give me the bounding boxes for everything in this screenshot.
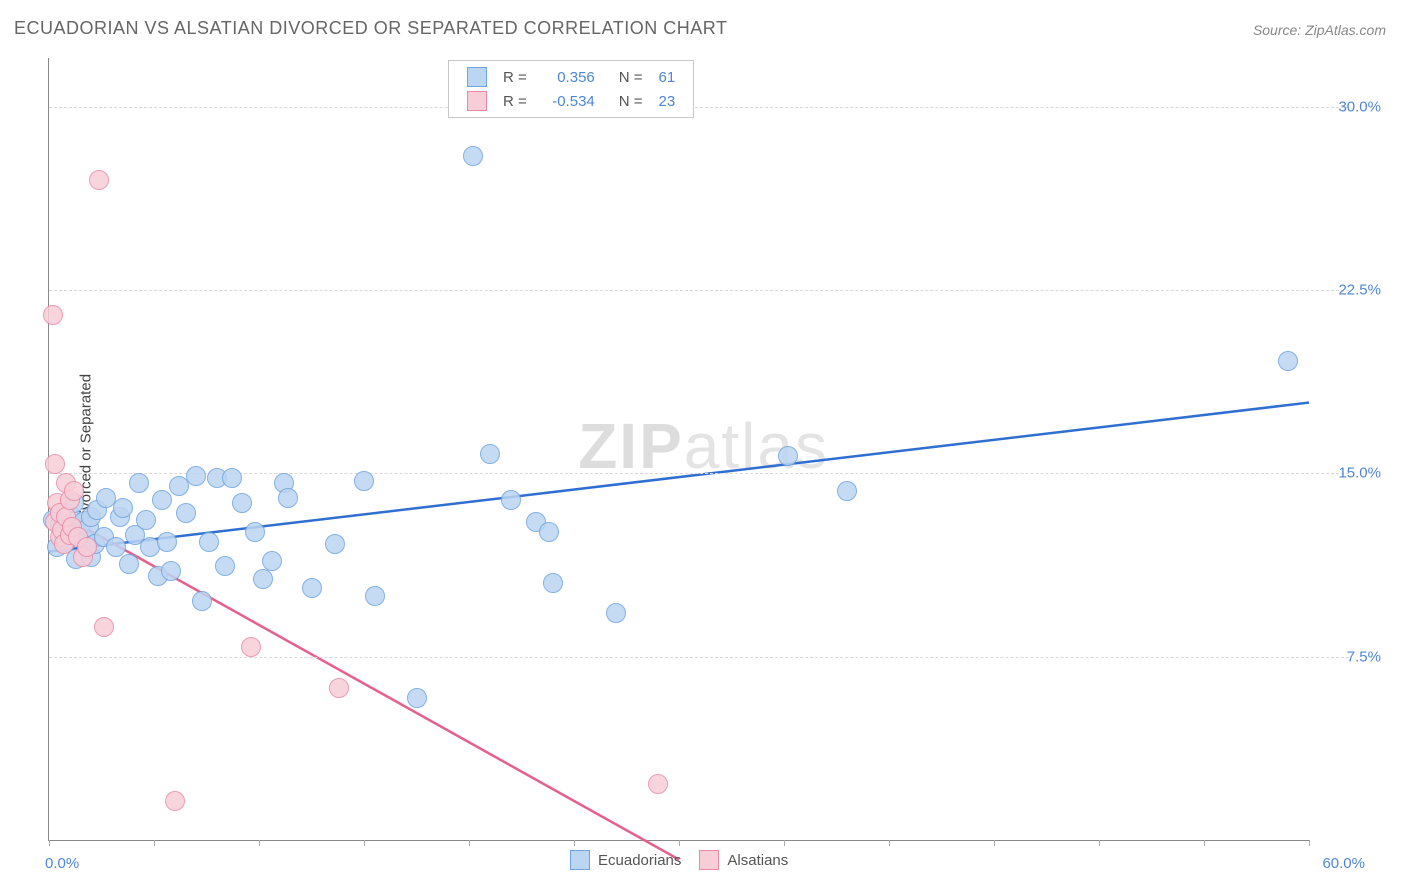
y-tick-label: 22.5%: [1321, 282, 1381, 299]
chart-container: { "title": "ECUADORIAN VS ALSATIAN DIVOR…: [0, 0, 1406, 892]
trend-lines: [49, 58, 1309, 840]
y-tick-label: 15.0%: [1321, 465, 1381, 482]
data-point: [165, 791, 185, 811]
data-point: [199, 532, 219, 552]
x-tick: [469, 840, 470, 846]
data-point: [463, 146, 483, 166]
data-point: [480, 444, 500, 464]
x-tick: [259, 840, 260, 846]
data-point: [501, 490, 521, 510]
x-tick: [1309, 840, 1310, 846]
data-point: [64, 481, 84, 501]
data-point: [1278, 351, 1298, 371]
x-axis-max-label: 60.0%: [1322, 855, 1365, 872]
plot-area: Divorced or Separated ZIPatlas 7.5%15.0%…: [48, 58, 1309, 841]
data-point: [89, 170, 109, 190]
data-point: [222, 468, 242, 488]
data-point: [77, 537, 97, 557]
chart-title: ECUADORIAN VS ALSATIAN DIVORCED OR SEPAR…: [14, 18, 727, 39]
legend-item: Ecuadorians: [570, 850, 681, 870]
data-point: [232, 493, 252, 513]
data-point: [136, 510, 156, 530]
gridline: [49, 473, 1349, 474]
data-point: [262, 551, 282, 571]
data-point: [152, 490, 172, 510]
data-point: [278, 488, 298, 508]
data-point: [186, 466, 206, 486]
data-point: [129, 473, 149, 493]
data-point: [215, 556, 235, 576]
data-point: [94, 617, 114, 637]
data-point: [543, 573, 563, 593]
data-point: [778, 446, 798, 466]
legend-item: Alsatians: [699, 850, 788, 870]
source-label: Source: ZipAtlas.com: [1253, 22, 1386, 38]
data-point: [354, 471, 374, 491]
x-tick: [364, 840, 365, 846]
x-tick: [994, 840, 995, 846]
data-point: [45, 454, 65, 474]
x-tick: [784, 840, 785, 846]
x-tick: [154, 840, 155, 846]
data-point: [241, 637, 261, 657]
gridline: [49, 657, 1349, 658]
x-tick: [679, 840, 680, 846]
data-point: [365, 586, 385, 606]
data-point: [192, 591, 212, 611]
data-point: [119, 554, 139, 574]
x-tick: [1099, 840, 1100, 846]
data-point: [245, 522, 265, 542]
x-tick: [1204, 840, 1205, 846]
data-point: [253, 569, 273, 589]
data-point: [157, 532, 177, 552]
legend-stats: R =0.356N =61R =-0.534N =23: [448, 60, 694, 118]
x-tick: [49, 840, 50, 846]
data-point: [302, 578, 322, 598]
y-tick-label: 30.0%: [1321, 98, 1381, 115]
data-point: [161, 561, 181, 581]
gridline: [49, 290, 1349, 291]
data-point: [539, 522, 559, 542]
y-tick-label: 7.5%: [1321, 648, 1381, 665]
x-tick: [574, 840, 575, 846]
gridline: [49, 107, 1349, 108]
data-point: [325, 534, 345, 554]
data-point: [106, 537, 126, 557]
data-point: [113, 498, 133, 518]
data-point: [407, 688, 427, 708]
data-point: [606, 603, 626, 623]
data-point: [43, 305, 63, 325]
legend-series: Ecuadorians Alsatians: [570, 850, 788, 870]
data-point: [648, 774, 668, 794]
x-tick: [889, 840, 890, 846]
data-point: [176, 503, 196, 523]
x-axis-min-label: 0.0%: [45, 855, 79, 872]
data-point: [329, 678, 349, 698]
data-point: [837, 481, 857, 501]
